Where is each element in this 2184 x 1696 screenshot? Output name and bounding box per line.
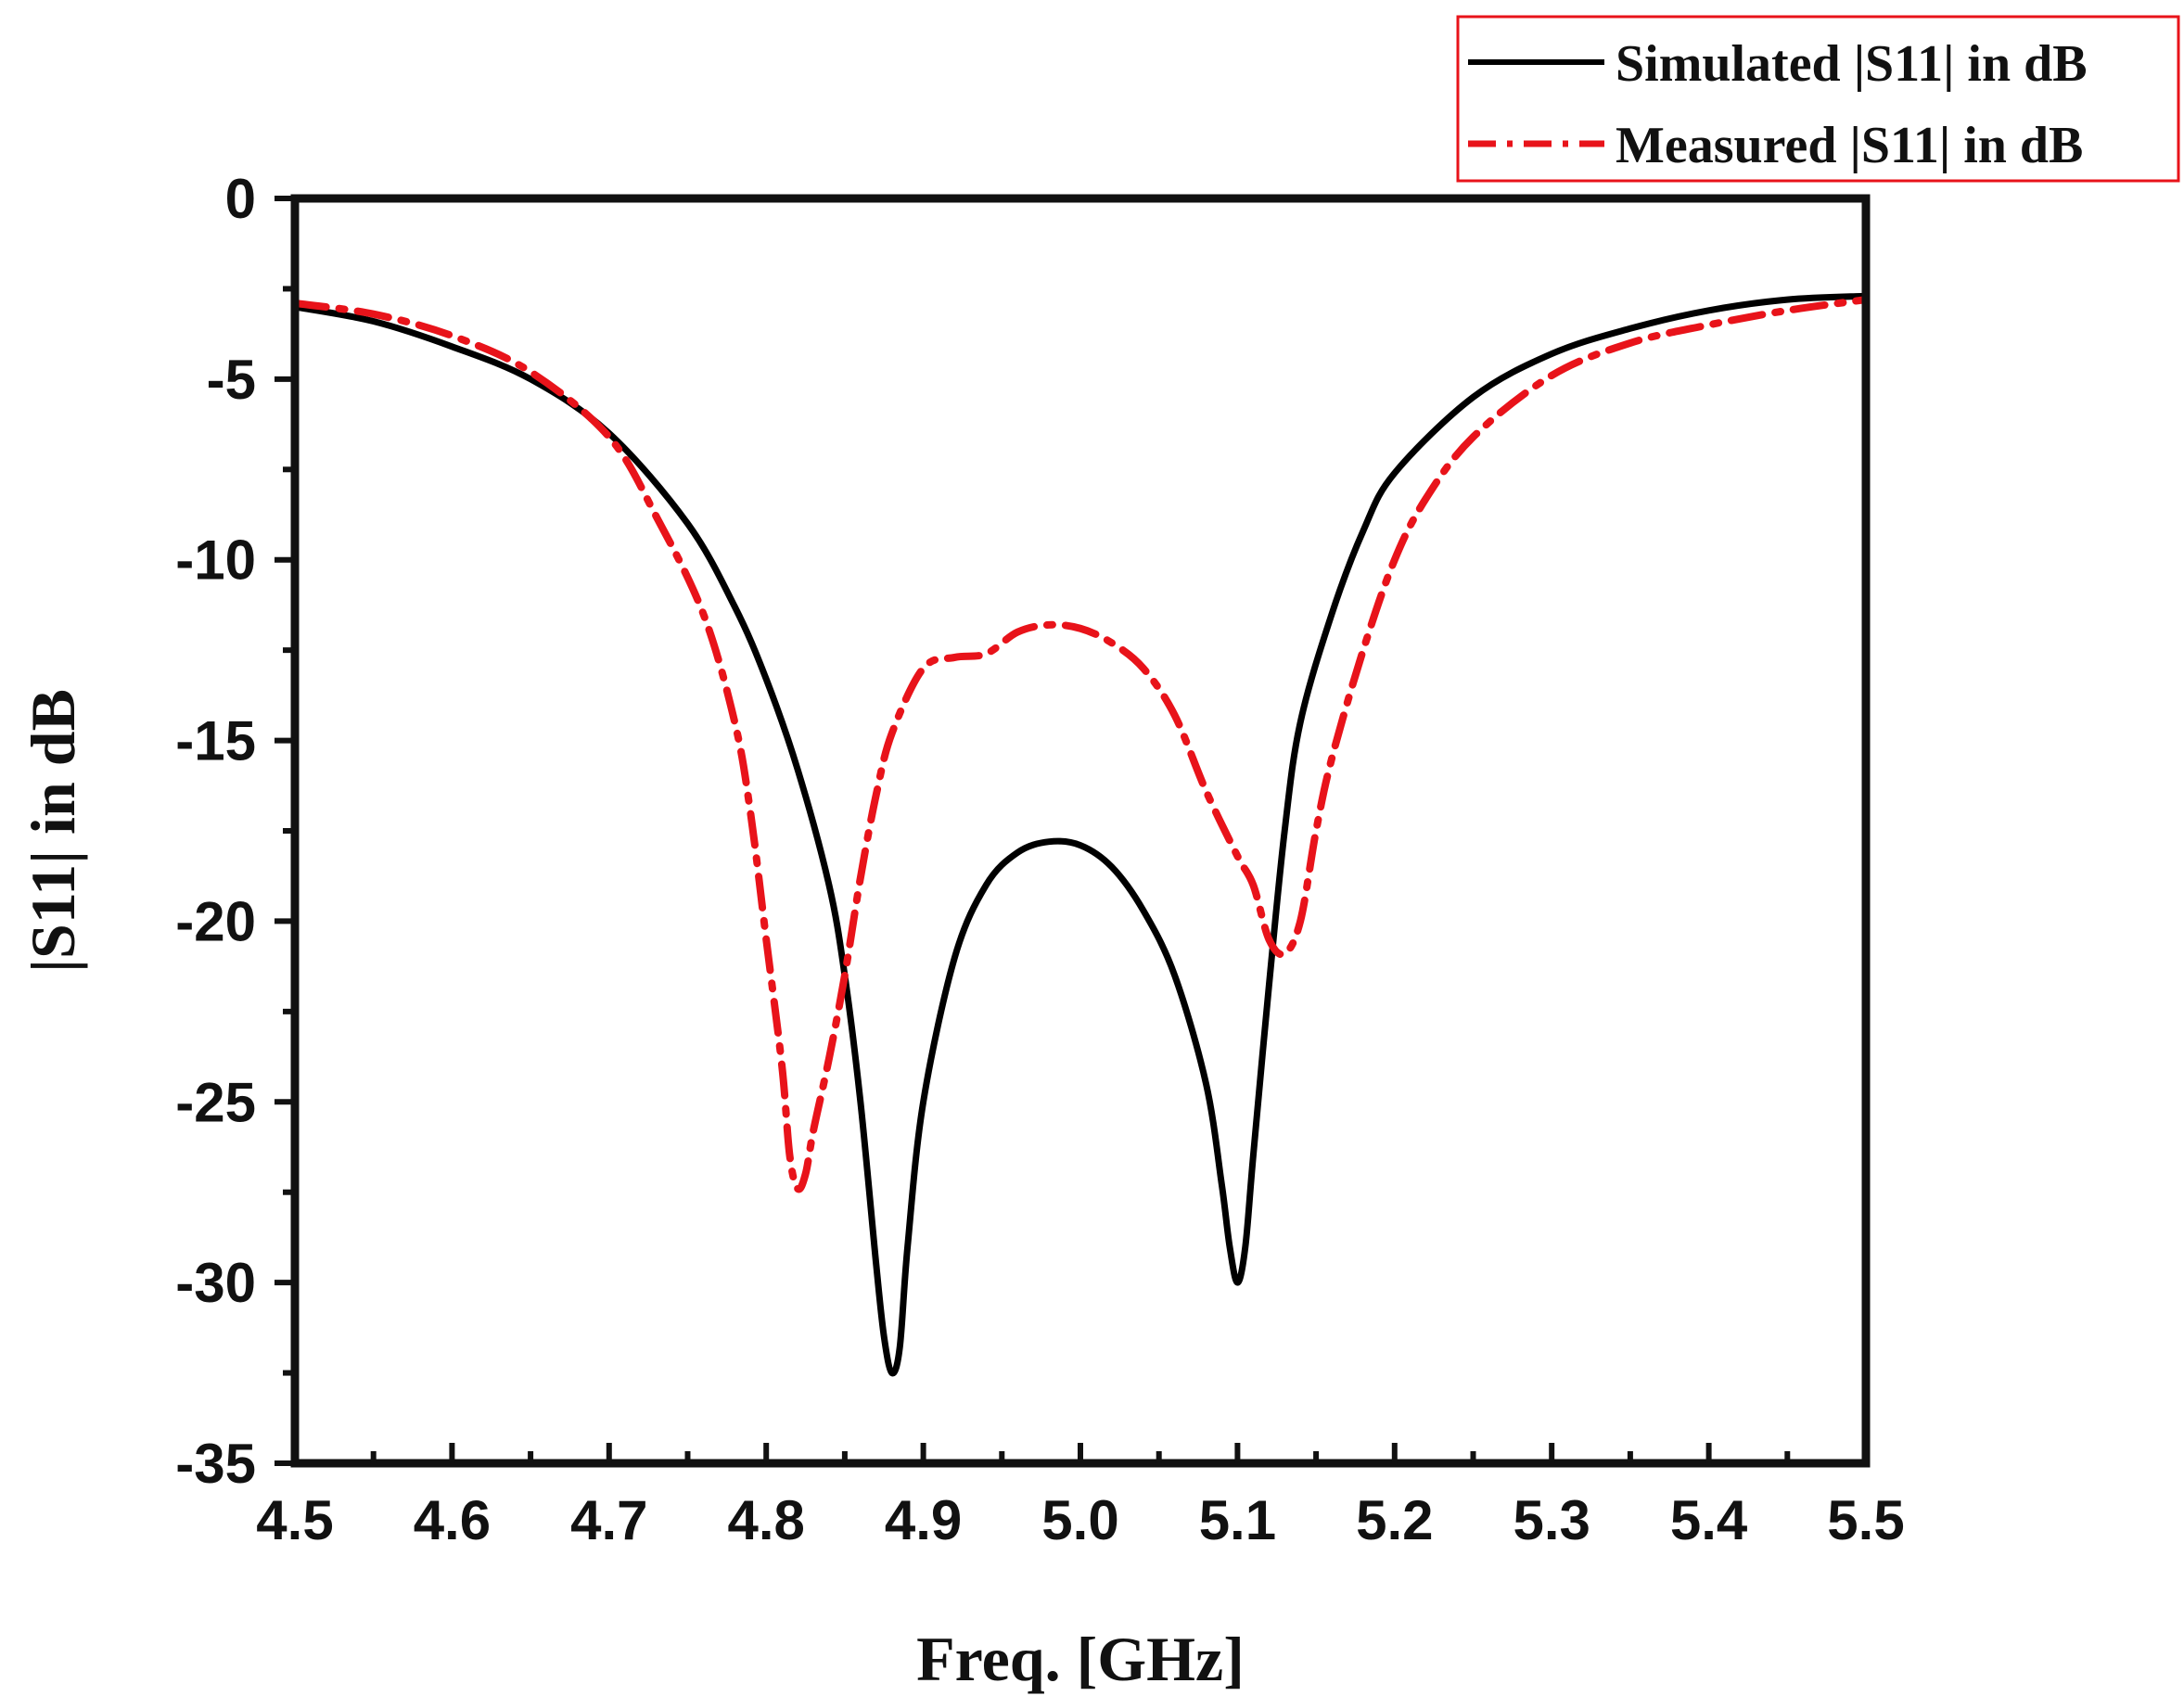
y-tick-label: -30	[175, 1252, 256, 1314]
x-tick-label: 4.6	[414, 1489, 491, 1551]
y-tick-label: -20	[175, 890, 256, 952]
x-tick-label: 4.5	[256, 1489, 333, 1551]
y-tick-label: -25	[175, 1071, 256, 1133]
y-axis-title: |S11| in dB	[18, 689, 88, 973]
x-tick-label: 5.3	[1513, 1489, 1590, 1551]
x-tick-label: 5.0	[1041, 1489, 1118, 1551]
y-tick-label: -15	[175, 710, 256, 772]
x-tick-label: 4.8	[727, 1489, 804, 1551]
y-tick-label: -10	[175, 529, 256, 592]
x-tick-label: 4.9	[885, 1489, 962, 1551]
series-line-simulated	[295, 292, 1866, 1377]
x-tick-label: 5.4	[1670, 1489, 1748, 1551]
plot-frame	[290, 194, 1871, 1468]
legend-label-measured: Measured |S11| in dB	[1616, 117, 2083, 174]
y-tick-label: -35	[175, 1433, 256, 1495]
legend-label-simulated: Simulated |S11| in dB	[1616, 35, 2088, 93]
x-tick-label: 5.2	[1356, 1489, 1433, 1551]
y-tick-label: -5	[207, 349, 256, 411]
x-tick-label: 5.5	[1827, 1489, 1904, 1551]
y-tick-label: 0	[225, 168, 256, 230]
x-axis-title: Freq. [GHz]	[916, 1624, 1245, 1694]
series-line-measured	[295, 296, 1866, 1193]
legend-box	[1456, 15, 2180, 183]
x-tick-label: 5.1	[1199, 1489, 1276, 1551]
legend: Simulated |S11| in dB Measured |S11| in …	[1456, 15, 2180, 183]
x-tick-label: 4.7	[570, 1489, 647, 1551]
